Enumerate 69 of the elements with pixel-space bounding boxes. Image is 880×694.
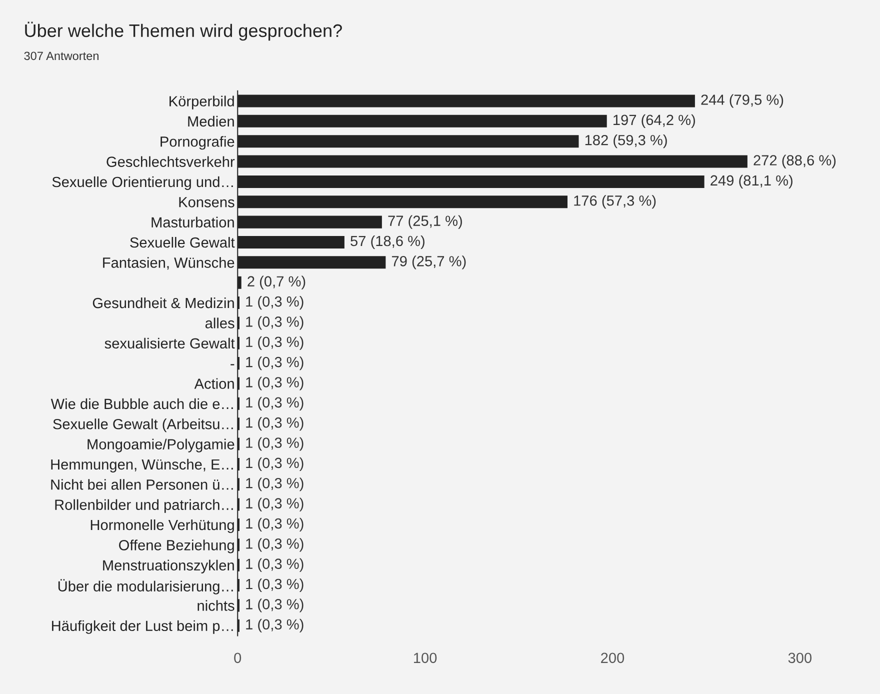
y-tick-label: Körperbild [170, 96, 234, 110]
data-label: 1 (0,3 %) [246, 316, 304, 330]
y-tick-label: Nicht bei allen Personen ü… [51, 479, 233, 490]
bar [238, 256, 386, 269]
chart-title: Über welche Themen wird gesprochen? [25, 22, 342, 41]
y-tick-label: Über die modularisierung… [58, 579, 233, 594]
y-tick-label: Offene Beziehung [119, 540, 234, 554]
y-tick-label: Action [194, 378, 234, 389]
y-tick-label: - [230, 364, 234, 366]
y-tick-label: Gesundheit & Medizin [92, 297, 234, 308]
y-tick-label: Medien [188, 116, 234, 127]
data-label: 1 (0,3 %) [246, 356, 304, 370]
y-tick-label: Rollenbilder und patriarch… [55, 499, 233, 513]
y-tick-label: sexualisierte Gewalt [104, 338, 235, 349]
data-label: 1 (0,3 %) [246, 457, 304, 471]
bar [238, 196, 568, 208]
y-tick-label: Sexuelle Gewalt (Arbeitsu… [53, 418, 233, 432]
data-label: 1 (0,3 %) [246, 376, 304, 390]
y-tick-label: Hemmungen, Wünsche, E… [51, 458, 233, 473]
data-label: 1 (0,3 %) [246, 296, 304, 310]
y-tick-label: Wie die Bubble auch die e… [50, 398, 233, 410]
y-tick-label: nichts [198, 600, 234, 611]
bar [238, 135, 579, 148]
bar [238, 175, 704, 188]
data-label: 249 (81,1 %) [710, 174, 792, 189]
data-label: 272 (88,6 %) [754, 154, 836, 168]
bar [238, 114, 607, 128]
x-tick-label: 0 [234, 652, 242, 664]
y-tick-label: Geschlechtsverkehr [106, 156, 235, 167]
y-tick-label: Hormonelle Verhütung [90, 519, 234, 534]
bar [238, 216, 382, 228]
data-label: 1 (0,3 %) [246, 558, 304, 572]
data-label: 197 (64,2 %) [614, 114, 696, 128]
data-label: 79 (25,7 %) [392, 256, 466, 270]
data-label: 176 (57,3 %) [574, 195, 656, 209]
data-label: 1 (0,3 %) [246, 498, 304, 512]
y-tick-label: Sexuelle Gewalt [130, 236, 235, 248]
bar [238, 94, 695, 108]
data-label: 1 (0,3 %) [246, 518, 304, 532]
data-label: 1 (0,3 %) [246, 396, 304, 410]
y-tick-label: Mongoamie/Polygamie [88, 438, 234, 452]
data-label: 1 (0,3 %) [246, 336, 304, 350]
data-label: 182 (59,3 %) [585, 134, 667, 148]
data-label: 1 (0,3 %) [246, 478, 304, 492]
x-tick-label: 200 [601, 652, 624, 664]
y-tick-label: Pornografie [160, 136, 234, 150]
y-tick-label: Menstruationszyklen [103, 560, 234, 574]
data-label: 57 (18,6 %) [350, 235, 424, 250]
data-label: 1 (0,3 %) [246, 598, 304, 612]
data-label: 77 (25,1 %) [388, 215, 462, 229]
y-tick-label: Konsens [179, 197, 234, 208]
data-label: 1 (0,3 %) [246, 538, 304, 552]
text: 307 Antworten [24, 52, 98, 60]
data-label: 244 (79,5 %) [701, 94, 784, 108]
x-tick-label: 300 [788, 652, 812, 664]
bar [238, 155, 748, 168]
data-label: 1 (0,3 %) [246, 437, 304, 451]
bar [238, 236, 344, 248]
y-tick-label: Häufigkeit der Lust beim p… [52, 620, 233, 634]
y-tick-label: Masturbation [152, 216, 234, 228]
data-label: 1 (0,3 %) [246, 618, 304, 632]
x-tick-label: 100 [414, 652, 437, 664]
data-label: 1 (0,3 %) [246, 578, 304, 592]
y-tick-label: Fantasien, Wünsche [103, 257, 234, 270]
y-tick-label: Sexuelle Orientierung und… [52, 176, 233, 190]
data-label: 2 (0,7 %) [248, 276, 306, 290]
bar [238, 276, 242, 289]
y-tick-label: alles [205, 318, 234, 328]
data-label: 1 (0,3 %) [246, 417, 304, 431]
